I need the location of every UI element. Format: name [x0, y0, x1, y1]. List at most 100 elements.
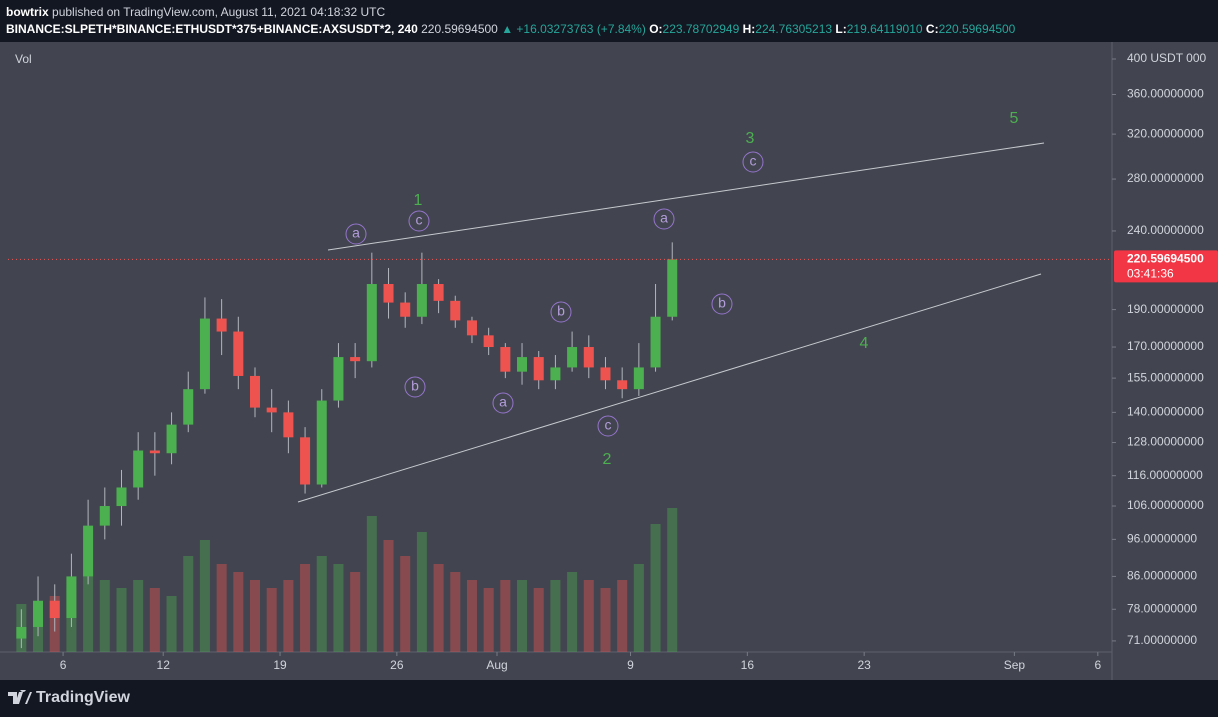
- candle-body: [49, 600, 60, 619]
- symbol: BINANCE:SLPETH*BINANCE:ETHUSDT*375+BINAN…: [6, 22, 418, 36]
- candle-body: [266, 407, 277, 413]
- y-tick-label: 106.00000000: [1127, 498, 1204, 512]
- last-price-box: [1114, 250, 1218, 283]
- volume-bar: [600, 588, 611, 652]
- candle-body: [316, 400, 327, 485]
- published: published on TradingView.com, August 11,…: [52, 5, 386, 19]
- y-tick-label: 128.00000000: [1127, 435, 1204, 449]
- header: bowtrix published on TradingView.com, Au…: [6, 4, 1015, 38]
- candle-body: [66, 576, 77, 619]
- trend-line: [327, 142, 1045, 251]
- y-tick-label: 155.00000000: [1127, 370, 1204, 384]
- candle-body: [116, 487, 127, 507]
- subwave-label: a: [352, 225, 360, 241]
- ohlc-value: 223.78702949: [662, 22, 740, 36]
- volume-bar: [416, 532, 427, 652]
- candle-body: [166, 424, 177, 454]
- y-tick-label: 86.00000000: [1127, 569, 1197, 583]
- subwave-circle: [653, 208, 675, 230]
- subwave-label: c: [750, 153, 757, 169]
- publish-line: bowtrix published on TradingView.com, Au…: [6, 4, 1015, 21]
- volume-bar: [333, 564, 344, 652]
- countdown: 03:41:36: [1127, 267, 1174, 281]
- y-tick-label: 280.00000000: [1127, 171, 1204, 185]
- volume-bar: [583, 580, 594, 652]
- volume-bar: [300, 564, 311, 652]
- volume-bar: [500, 580, 511, 652]
- volume-bar: [316, 556, 327, 652]
- volume-bar: [133, 580, 144, 652]
- candle-body: [500, 347, 511, 372]
- volume-bar: [450, 572, 461, 652]
- y-tick-label: 400 USDT 000: [1127, 51, 1206, 65]
- volume-bar: [166, 596, 177, 652]
- volume-bar: [550, 580, 561, 652]
- volume-bar: [183, 556, 194, 652]
- candle-body: [617, 380, 628, 390]
- volume-bar: [216, 564, 227, 652]
- volume-bar: [517, 580, 528, 652]
- volume-bar: [233, 572, 244, 652]
- symbol-line: BINANCE:SLPETH*BINANCE:ETHUSDT*375+BINAN…: [6, 21, 1015, 38]
- subwave-label: c: [605, 417, 612, 433]
- candle-body: [533, 357, 544, 381]
- subwave-circle: [550, 301, 572, 323]
- x-tick-label: 6: [60, 658, 67, 672]
- x-tick-label: 12: [157, 658, 171, 672]
- x-tick-label: 16: [741, 658, 755, 672]
- y-tick-label: 320.00000000: [1127, 126, 1204, 140]
- subwave-circle: [597, 415, 619, 437]
- brand: TradingView: [36, 689, 130, 706]
- subwave-label: b: [557, 303, 565, 319]
- subwave-label: c: [416, 212, 423, 228]
- wave-label: 5: [1010, 110, 1019, 127]
- subwave-circle: [345, 223, 367, 245]
- y-tick-label: 96.00000000: [1127, 532, 1197, 546]
- price: 220.59694500: [421, 22, 498, 36]
- candle-body: [416, 284, 427, 317]
- candle-body: [366, 284, 377, 362]
- volume-bar: [667, 508, 678, 652]
- volume-bar: [199, 540, 210, 652]
- x-tick-label: 9: [627, 658, 634, 672]
- wave-label: 2: [603, 451, 612, 468]
- change: ▲ +16.03273763 (+7.84%): [501, 22, 646, 36]
- trend-line: [297, 273, 1042, 503]
- volume-bar: [350, 572, 361, 652]
- candle-body: [383, 284, 394, 303]
- chart: Vol 1 2 3 4 5 a c b a b c a b c 71.00000000 78.00…: [0, 42, 1218, 680]
- waves: 1 2 3 4 5: [414, 110, 1019, 468]
- candle-body: [83, 525, 94, 577]
- volume-bar: [266, 588, 277, 652]
- volume-bar: [633, 564, 644, 652]
- x-tick-label: Aug: [486, 658, 507, 672]
- chart-bg: [0, 42, 1218, 680]
- volume-label: Vol: [15, 52, 32, 66]
- subwave-label: b: [718, 295, 726, 311]
- candle-body: [550, 367, 561, 381]
- last-price-label: 220.59694500: [1127, 252, 1204, 266]
- y-tick-label: 240.00000000: [1127, 223, 1204, 237]
- volume-bar: [650, 524, 661, 652]
- volume-bar: [433, 564, 444, 652]
- ohlc-label: O:: [649, 22, 663, 36]
- candle-body: [517, 357, 528, 372]
- volume-bar: [483, 588, 494, 652]
- candle-body: [583, 347, 594, 368]
- volume-bar: [533, 588, 544, 652]
- candle-body: [133, 450, 144, 488]
- volume-bar: [99, 580, 110, 652]
- candle-body: [650, 316, 661, 368]
- author: bowtrix: [6, 5, 49, 19]
- y-tick-label: 116.00000000: [1127, 468, 1203, 482]
- volume-bar: [149, 588, 160, 652]
- subwave-label: a: [660, 210, 668, 226]
- x-tick-label: 26: [390, 658, 404, 672]
- ohlc-label: L:: [835, 22, 847, 36]
- plot: [16, 242, 678, 652]
- volume-bar: [83, 572, 94, 652]
- volume-bar: [617, 580, 628, 652]
- candle-body: [466, 320, 477, 336]
- candle-body: [567, 347, 578, 368]
